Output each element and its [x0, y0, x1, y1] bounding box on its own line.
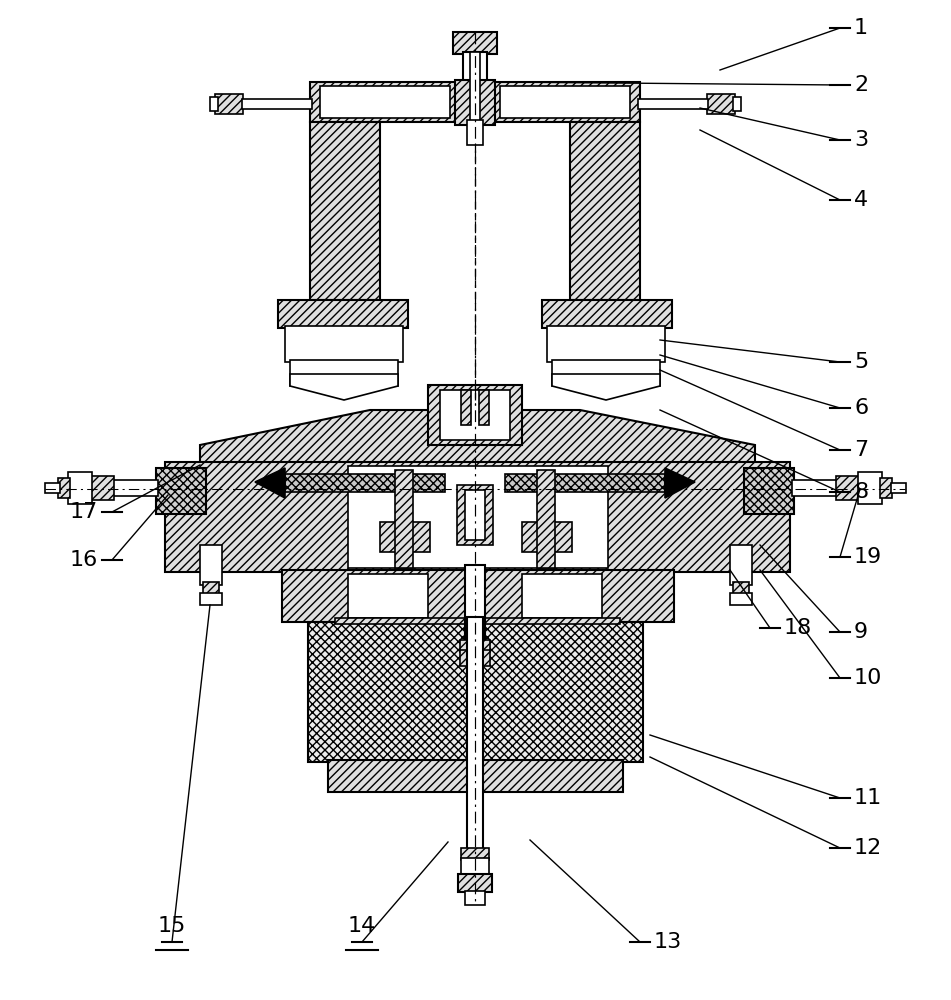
Bar [522, 574, 602, 618]
Bar [348, 466, 608, 568]
Bar [428, 385, 522, 445]
Bar [348, 574, 428, 618]
Text: 1: 1 [854, 18, 868, 38]
Bar [836, 476, 860, 500]
Bar [290, 360, 398, 386]
Bar [460, 650, 490, 666]
Bar [242, 99, 312, 109]
Bar [282, 570, 674, 622]
Bar [458, 874, 492, 892]
Bar [542, 300, 672, 328]
Text: 19: 19 [854, 547, 883, 567]
Bar [395, 470, 413, 568]
Bar [500, 86, 630, 118]
Text: 15: 15 [158, 916, 186, 936]
Bar [537, 470, 555, 568]
Bar [467, 617, 483, 852]
Bar [744, 468, 794, 514]
Bar [285, 474, 445, 492]
Bar [638, 99, 708, 109]
Bar [380, 522, 430, 552]
Bar [200, 593, 222, 605]
Bar [68, 472, 92, 504]
Bar [453, 32, 497, 54]
Bar [707, 94, 735, 114]
Text: 17: 17 [69, 502, 98, 522]
Text: 14: 14 [348, 916, 377, 936]
Bar [310, 122, 380, 300]
Bar [547, 326, 665, 362]
Polygon shape [200, 410, 755, 470]
Text: 3: 3 [854, 130, 868, 150]
Polygon shape [552, 374, 660, 400]
Bar [733, 582, 749, 594]
Bar [165, 462, 790, 572]
Bar [467, 120, 483, 145]
Bar [858, 472, 882, 504]
Bar [455, 80, 495, 125]
Text: 16: 16 [69, 550, 98, 570]
Bar [203, 582, 219, 594]
Text: 10: 10 [854, 668, 883, 688]
Text: 13: 13 [654, 932, 682, 952]
Bar [880, 478, 892, 498]
Bar [308, 622, 643, 762]
Bar [730, 593, 752, 605]
Bar [461, 390, 471, 425]
Bar [460, 640, 490, 652]
Bar [278, 300, 408, 328]
Polygon shape [290, 374, 398, 400]
Text: 11: 11 [854, 788, 883, 808]
Polygon shape [665, 468, 695, 498]
Bar [90, 476, 114, 500]
Bar [505, 474, 665, 492]
Bar [570, 122, 640, 300]
Bar [463, 52, 487, 84]
Bar [461, 848, 489, 860]
Text: 18: 18 [784, 618, 812, 638]
Bar [461, 858, 489, 876]
Text: 4: 4 [854, 190, 868, 210]
Bar [440, 390, 510, 440]
Bar [210, 97, 218, 111]
Bar [156, 468, 206, 514]
Bar [328, 760, 623, 792]
Bar [200, 545, 222, 585]
Text: 8: 8 [854, 482, 868, 502]
Bar [792, 480, 838, 496]
Bar [730, 545, 752, 585]
Text: 2: 2 [854, 75, 868, 95]
Text: 12: 12 [854, 838, 883, 858]
Bar [552, 360, 660, 386]
Bar [285, 326, 403, 362]
Bar [335, 618, 620, 624]
Bar [465, 891, 485, 905]
Text: 6: 6 [854, 398, 868, 418]
Bar [522, 522, 572, 552]
Text: 5: 5 [854, 352, 868, 372]
Bar [215, 94, 243, 114]
Bar [465, 565, 485, 645]
Bar [310, 82, 640, 122]
Bar [465, 490, 485, 540]
Bar [320, 86, 450, 118]
Bar [470, 52, 480, 132]
Polygon shape [255, 468, 285, 498]
Bar [58, 478, 70, 498]
Text: 7: 7 [854, 440, 868, 460]
Bar [733, 97, 741, 111]
Text: 9: 9 [854, 622, 868, 642]
Bar [45, 483, 60, 493]
Bar [457, 485, 493, 545]
Bar [112, 480, 158, 496]
Bar [479, 390, 489, 425]
Bar [891, 483, 906, 493]
